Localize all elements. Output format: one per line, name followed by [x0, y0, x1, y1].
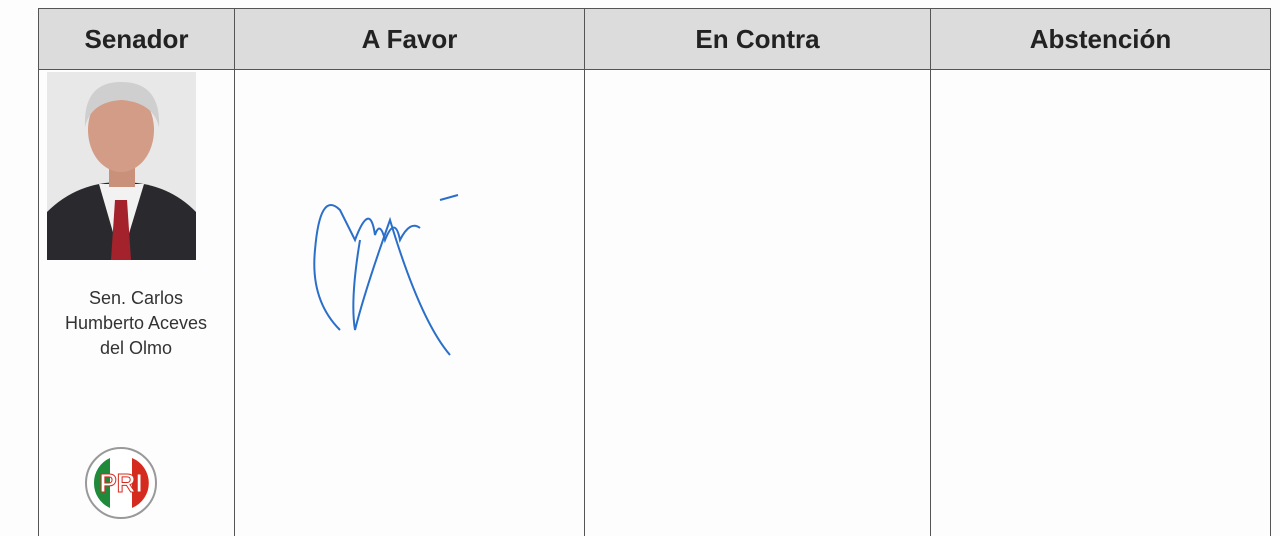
column-header: Senador: [38, 8, 235, 70]
party-name: PRI: [99, 468, 142, 498]
table-cell: [584, 70, 931, 536]
name-line: del Olmo: [99, 338, 173, 358]
signature: [313, 194, 459, 356]
column-header: A Favor: [234, 8, 585, 70]
table-cell: [930, 70, 1271, 536]
senator-name: Sen. Carlos Humberto Aceves del Olmo: [38, 286, 234, 361]
name-line: Sen. Carlos: [88, 288, 184, 308]
column-header: Abstención: [930, 8, 1271, 70]
column-header: En Contra: [584, 8, 931, 70]
name-line: Humberto Aceves: [64, 313, 208, 333]
senator-photo: [47, 72, 196, 260]
party-logo: PRI: [85, 447, 157, 519]
